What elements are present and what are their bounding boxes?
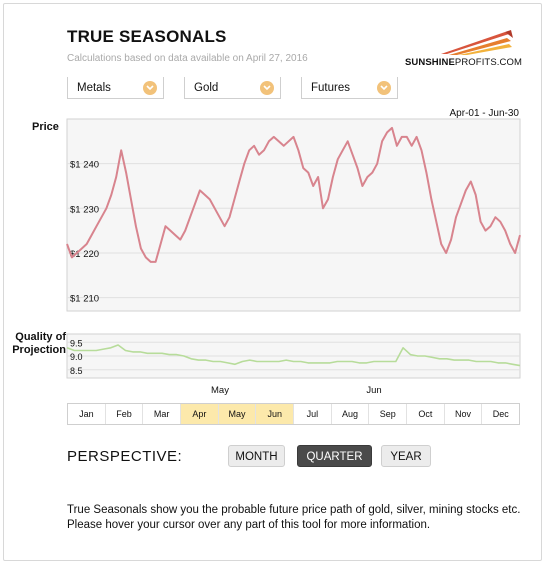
- series-line: [66, 126, 521, 263]
- price-chart[interactable]: $1 210 $1 220 $1 230 $1 240: [66, 118, 521, 312]
- chevron-down-icon: [377, 81, 391, 95]
- perspective-label: PERSPECTIVE:: [67, 448, 183, 465]
- logo-text: SUNSHINEPROFITS.COM: [405, 57, 522, 68]
- month-cell-apr[interactable]: Apr: [181, 404, 219, 424]
- asset-dropdown-value: Gold: [194, 82, 219, 94]
- y-tick-label: 9.5: [70, 338, 83, 348]
- chevron-down-icon: [260, 81, 274, 95]
- y-tick-label: $1 240: [70, 160, 99, 171]
- month-cell-may[interactable]: May: [218, 404, 257, 424]
- quality-chart-title-text: Quality of Projection: [12, 331, 66, 356]
- month-cell-mar[interactable]: Mar: [143, 404, 182, 424]
- x-month-label: May: [211, 385, 229, 396]
- plot-area: [66, 118, 521, 312]
- quarter-button[interactable]: QUARTER: [297, 445, 372, 467]
- data-date-subtitle: Calculations based on data available on …: [67, 53, 308, 64]
- month-cell-sep[interactable]: Sep: [369, 404, 408, 424]
- chevron-down-icon: [143, 81, 157, 95]
- category-dropdown[interactable]: Metals: [67, 77, 164, 99]
- x-month-label: Jun: [366, 385, 381, 396]
- y-tick-label: $1 210: [70, 294, 99, 305]
- category-dropdown-value: Metals: [77, 82, 111, 94]
- month-button[interactable]: MONTH: [228, 445, 285, 467]
- sunshine-logo: [441, 30, 513, 55]
- y-tick-label: $1 230: [70, 204, 99, 215]
- month-cell-jul[interactable]: Jul: [294, 404, 332, 424]
- asset-dropdown[interactable]: Gold: [184, 77, 281, 99]
- month-navigator[interactable]: Jan Feb Mar Apr May Jun Jul Aug Sep Oct Nov Dec: [67, 403, 520, 425]
- instrument-dropdown[interactable]: Futures: [301, 77, 398, 99]
- page-title: TRUE SEASONALS: [67, 27, 227, 46]
- month-cell-aug[interactable]: Aug: [332, 404, 370, 424]
- description-text: True Seasonals show you the probable fut…: [67, 504, 521, 531]
- month-cell-feb[interactable]: Feb: [106, 404, 144, 424]
- price-chart-title: Price: [32, 121, 59, 133]
- quality-chart-title: Quality of Projection: [12, 331, 66, 357]
- month-cell-jun[interactable]: Jun: [256, 404, 295, 424]
- date-range-label: Apr-01 - Jun-30: [449, 108, 519, 119]
- month-cell-dec[interactable]: Dec: [492, 409, 509, 419]
- y-tick-label: 8.5: [70, 366, 83, 376]
- month-cell-oct[interactable]: Oct: [407, 404, 445, 424]
- y-tick-label: $1 220: [70, 249, 99, 260]
- quality-chart[interactable]: 8.5 9.0 9.5 May Jun: [66, 333, 521, 396]
- y-tick-label: 9.0: [70, 352, 83, 362]
- year-button[interactable]: YEAR: [381, 445, 431, 467]
- tool-frame: [3, 3, 542, 561]
- instrument-dropdown-value: Futures: [311, 82, 350, 94]
- month-cell-jan[interactable]: Jan: [68, 404, 106, 424]
- month-cell-nov[interactable]: Nov: [445, 404, 483, 424]
